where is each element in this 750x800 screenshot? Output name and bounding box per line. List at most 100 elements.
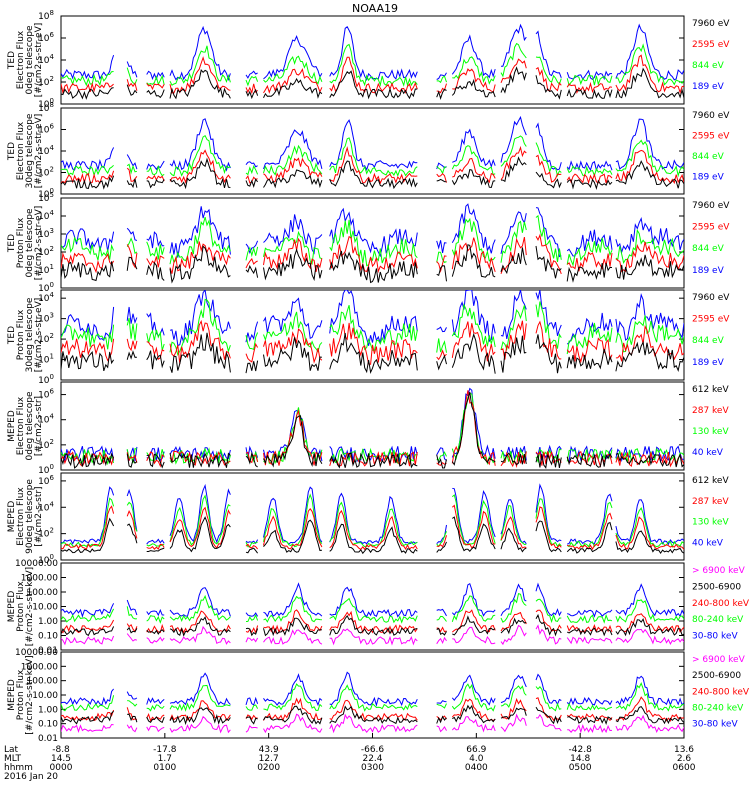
y-tick-label: 10000.00	[15, 559, 58, 569]
x-tick-label: -66.6	[361, 745, 385, 755]
series-line-ted-proton-0deg-ch1	[61, 214, 684, 267]
y-tick-label: 100.00	[27, 677, 59, 687]
y-axis-label: 0deg telescope	[25, 208, 35, 278]
legend-item: 612 keV	[692, 385, 729, 395]
y-axis-label: [#/cm2-s-str-keV]	[25, 567, 35, 646]
chart-title: NOAA19	[351, 2, 399, 15]
legend-item: 189 eV	[692, 358, 725, 368]
y-axis-label: TED	[7, 234, 17, 253]
series-line-ted-electron-30deg-ch2	[61, 145, 684, 185]
legend-item: 2595 eV	[692, 40, 730, 50]
panel-meped-proton-90deg: 0.01 0.10 1.00 10.00 100.00 1000.00 10000.00 ME…	[7, 648, 750, 744]
y-tick-label: 1000.00	[21, 662, 58, 672]
y-tick-label: 100.00	[27, 588, 59, 598]
series-line-ted-proton-30deg-ch3	[61, 332, 684, 374]
x-tick-label: 66.9	[466, 745, 486, 755]
y-tick-label: 10.00	[32, 603, 58, 613]
y-tick-label: 10.00	[32, 691, 58, 701]
legend-item: 189 eV	[692, 266, 725, 276]
legend-item: 2595 eV	[692, 315, 730, 325]
legend-item: 844 eV	[692, 61, 725, 71]
y-axis-label: [#/cm2-s-str]	[34, 396, 44, 456]
y-axis-label: Electron Flux	[16, 121, 26, 180]
series-line-ted-electron-30deg-ch3	[61, 156, 684, 191]
y-axis-label: MEPED	[7, 679, 17, 711]
legend-item: > 6900 keV	[692, 566, 746, 576]
legend-item: 2500-6900	[692, 582, 741, 592]
y-tick-label: 1.00	[38, 705, 58, 715]
legend-item: 844 eV	[692, 152, 725, 162]
x-tick-label: 0200	[257, 763, 280, 773]
y-tick-label: 108	[38, 9, 54, 22]
series-line-meped-electron-90deg-ch2	[61, 504, 684, 551]
legend-item: 240-800 keV	[692, 687, 750, 697]
series-line-ted-electron-30deg-ch0	[61, 115, 684, 172]
y-axis-label: Proton Flux	[16, 581, 26, 632]
legend-item: 7960 eV	[692, 19, 730, 29]
y-axis-label: [#/cm2-s-str-eV]	[34, 206, 44, 281]
x-tick-label: -42.8	[569, 745, 593, 755]
x-axis-row-label: Lat	[4, 745, 19, 755]
legend-item: 7960 eV	[692, 293, 730, 303]
x-tick-label: 14.5	[51, 754, 71, 764]
x-tick-label: -17.8	[153, 745, 177, 755]
x-tick-label: 0400	[465, 763, 488, 773]
series-line-meped-proton-90deg-ch0	[61, 671, 684, 707]
y-axis-label: 0deg telescope	[25, 391, 35, 461]
x-tick-label: 0100	[153, 763, 176, 773]
series-line-ted-proton-0deg-ch0	[61, 203, 684, 258]
y-tick-label: 0.10	[38, 632, 58, 642]
x-tick-label: 14.8	[570, 754, 590, 764]
y-axis-label: MEPED	[7, 410, 17, 442]
series-line-ted-electron-0deg-ch1	[61, 42, 684, 87]
legend-item: 2595 eV	[692, 132, 730, 142]
y-axis-label: [#/cm2-s-str-eV]	[34, 298, 44, 373]
legend-item: 40 keV	[692, 538, 724, 548]
panel-frame	[60, 289, 685, 381]
y-axis-label: MEPED	[7, 591, 17, 623]
x-tick-label: 0600	[673, 763, 696, 773]
panel-meped-proton-0deg: 0.01 0.10 1.00 10.00 100.00 1000.00 10000.00 ME…	[7, 559, 750, 656]
y-tick-label: 10000.00	[15, 648, 58, 658]
x-axis-row-label: hhmm	[4, 763, 33, 773]
legend-item: 30-80 keV	[692, 632, 738, 642]
series-line-meped-electron-90deg-ch1	[61, 493, 684, 549]
y-axis-label: Electron Flux	[16, 30, 26, 89]
legend-item: 7960 eV	[692, 111, 730, 121]
y-axis-label: 90deg telescope	[25, 479, 35, 554]
series-line-meped-proton-0deg-ch0	[61, 582, 684, 618]
y-axis-label: Electron Flux	[16, 487, 26, 546]
legend-item: 130 keV	[692, 427, 729, 437]
series-line-meped-electron-0deg-ch3	[61, 391, 684, 469]
series-line-meped-proton-0deg-ch3	[61, 613, 684, 637]
series-line-ted-proton-30deg-ch0	[61, 290, 684, 347]
legend-item: 189 eV	[692, 82, 725, 92]
x-tick-label: 0000	[50, 763, 73, 773]
series-line-ted-proton-0deg-ch3	[61, 244, 684, 284]
y-tick-label: 1.00	[38, 617, 58, 627]
series-line-meped-proton-90deg-ch1	[61, 681, 684, 712]
legend-item: 612 keV	[692, 476, 729, 486]
y-tick-label: 1000.00	[21, 574, 58, 584]
legend-item: 844 eV	[692, 244, 725, 254]
legend-item: > 6900 keV	[692, 655, 746, 665]
x-tick-label: 0500	[569, 763, 592, 773]
x-tick-label: 43.9	[259, 745, 279, 755]
legend-item: 844 eV	[692, 336, 725, 346]
series-line-ted-electron-0deg-ch0	[61, 23, 684, 82]
panel-frame	[60, 562, 685, 651]
x-axis-row-label: 2016 Jan 20	[4, 772, 58, 782]
y-axis-label: Electron Flux	[16, 396, 26, 455]
x-tick-label: 1.7	[158, 754, 172, 764]
panel-frame	[60, 472, 685, 561]
y-axis-label: Proton Flux	[16, 217, 26, 268]
series-line-meped-electron-0deg-ch0	[61, 387, 684, 463]
series-line-meped-proton-0deg-ch1	[61, 592, 684, 624]
legend-item: 40 keV	[692, 448, 724, 458]
series-line-meped-proton-0deg-ch4	[61, 624, 684, 646]
